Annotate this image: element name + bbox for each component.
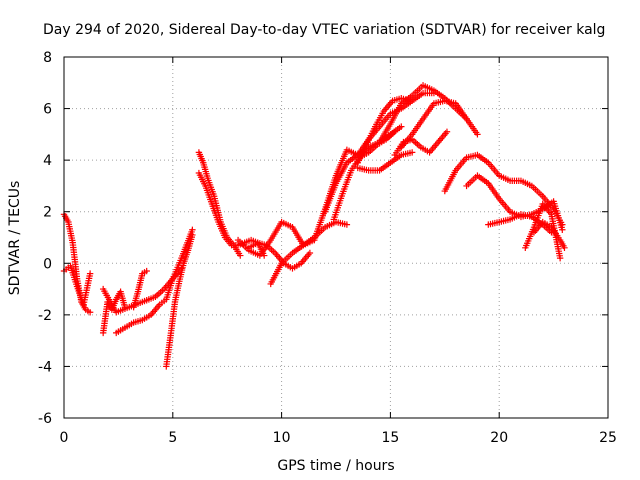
data-point — [306, 249, 314, 257]
data-point — [237, 252, 244, 259]
y-tick-label: 8 — [43, 50, 52, 66]
x-tick-label: 10 — [273, 430, 291, 446]
y-tick-label: 4 — [43, 153, 52, 169]
series-track-6 — [163, 231, 196, 370]
data-point — [443, 128, 451, 135]
x-axis-label: GPS time / hours — [277, 458, 394, 474]
chart-title: Day 294 of 2020, Sidereal Day-to-day VTE… — [43, 22, 605, 38]
data-point — [189, 231, 196, 239]
x-tick-label: 25 — [599, 430, 617, 446]
data-point — [561, 244, 568, 252]
series-track-11 — [245, 239, 314, 272]
y-tick-label: -2 — [38, 308, 52, 324]
data-point — [178, 265, 185, 272]
data-point — [408, 149, 416, 156]
data-point — [556, 254, 564, 262]
data-point — [398, 123, 405, 130]
grid-lines — [64, 57, 608, 418]
data-point — [86, 270, 94, 277]
data-point — [86, 309, 94, 316]
x-axis-ticks: 0 5 10 15 20 25 — [60, 57, 617, 446]
y-axis-label: SDTVAR / TECUs — [7, 181, 23, 296]
y-tick-label: 2 — [43, 205, 52, 221]
series-track-19 — [391, 128, 451, 159]
x-tick-label: 0 — [60, 430, 69, 446]
data-point — [474, 131, 481, 138]
series-track-7 — [99, 265, 185, 316]
x-tick-label: 20 — [490, 430, 508, 446]
series-track-25 — [530, 218, 568, 252]
series-track-13 — [311, 89, 438, 244]
x-tick-label: 5 — [168, 430, 177, 446]
y-tick-label: -4 — [38, 359, 52, 375]
y-tick-label: 6 — [43, 102, 52, 118]
data-points — [60, 82, 568, 370]
y-tick-label: 0 — [43, 256, 52, 272]
data-point — [391, 128, 398, 135]
series-track-20 — [354, 149, 416, 174]
series-track-4 — [113, 226, 196, 337]
y-tick-label: -6 — [38, 411, 52, 427]
data-point — [559, 226, 566, 233]
series-track-24 — [522, 200, 564, 262]
data-point — [343, 221, 351, 228]
y-axis-ticks: -6 -4 -2 0 2 4 6 8 — [38, 50, 608, 427]
series-track-2 — [60, 262, 94, 308]
series-track-21 — [441, 151, 566, 228]
data-point — [143, 267, 150, 275]
series-track-12 — [267, 218, 351, 288]
series-track-16 — [354, 95, 414, 166]
plot-frame — [63, 56, 609, 419]
x-tick-label: 15 — [381, 430, 399, 446]
